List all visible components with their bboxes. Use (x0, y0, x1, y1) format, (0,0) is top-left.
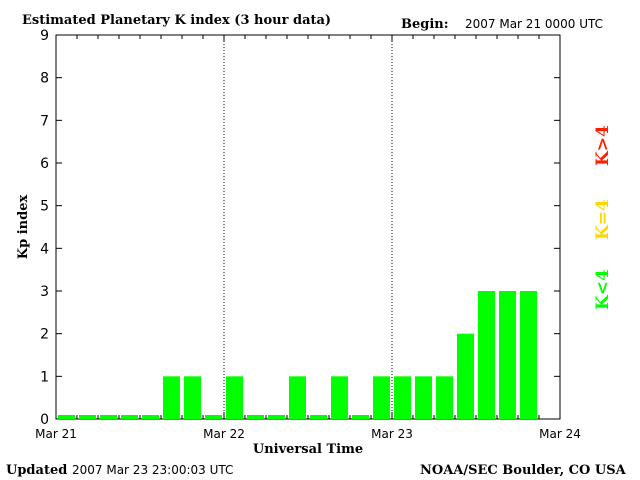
kp-bar (226, 376, 243, 419)
updated-value: 2007 Mar 23 23:00:03 UTC (72, 463, 233, 477)
plot-area: 0 1 2 3 4 5 6 7 8 9 Mar 21 Mar 22 Mar 23 Mar 24 Univer… (16, 28, 581, 457)
kp-bar (352, 415, 369, 419)
kp-bar (310, 415, 327, 419)
y-tick-label: 5 (40, 199, 49, 215)
x-tick-label: Mar 22 (203, 427, 245, 441)
kp-bar (394, 376, 411, 419)
kp-bar (268, 415, 285, 419)
legend: K<4 K=4 K>4 (593, 125, 613, 310)
kp-bar (205, 415, 222, 419)
y-tick-label: 6 (40, 156, 49, 172)
y-tick-label: 4 (40, 241, 49, 257)
legend-k-below-4: K<4 (593, 269, 613, 310)
kp-bar (331, 376, 348, 419)
kp-bar (457, 333, 474, 419)
kp-bar (289, 376, 306, 419)
y-tick-label: 3 (40, 284, 49, 300)
legend-k-equal-4: K=4 (593, 199, 613, 240)
y-tick-label: 1 (40, 369, 49, 385)
y-tick-label: 8 (40, 71, 49, 87)
kp-bar (436, 376, 453, 419)
kp-bar (247, 415, 264, 419)
updated-label: Updated (6, 463, 67, 478)
begin-value: 2007 Mar 21 0000 UTC (465, 17, 603, 31)
kp-bar (142, 415, 159, 419)
x-tick-label: Mar 21 (35, 427, 77, 441)
y-axis-title: Kp index (16, 195, 31, 260)
x-tick-label: Mar 24 (539, 427, 581, 441)
chart-title: Estimated Planetary K index (3 hour data… (22, 13, 331, 28)
kp-bar (415, 376, 432, 419)
kp-bar (79, 415, 96, 419)
kp-bar (478, 291, 495, 419)
kp-bar (100, 415, 117, 419)
kp-bar (373, 376, 390, 419)
kp-bar (163, 376, 180, 419)
y-tick-label: 9 (40, 28, 49, 44)
credit-text: NOAA/SEC Boulder, CO USA (420, 463, 627, 478)
x-axis-title: Universal Time (253, 442, 363, 457)
y-tick-label: 0 (40, 412, 49, 428)
begin-label: Begin: (401, 17, 449, 32)
y-tick-label: 2 (40, 327, 49, 343)
kp-bar (121, 415, 138, 419)
kp-bar (58, 415, 75, 419)
legend-k-above-4: K>4 (593, 125, 613, 166)
kp-bar (184, 376, 201, 419)
kp-bar (499, 291, 516, 419)
kp-bar (520, 291, 537, 419)
y-tick-label: 7 (40, 113, 49, 129)
x-tick-label: Mar 23 (371, 427, 413, 441)
